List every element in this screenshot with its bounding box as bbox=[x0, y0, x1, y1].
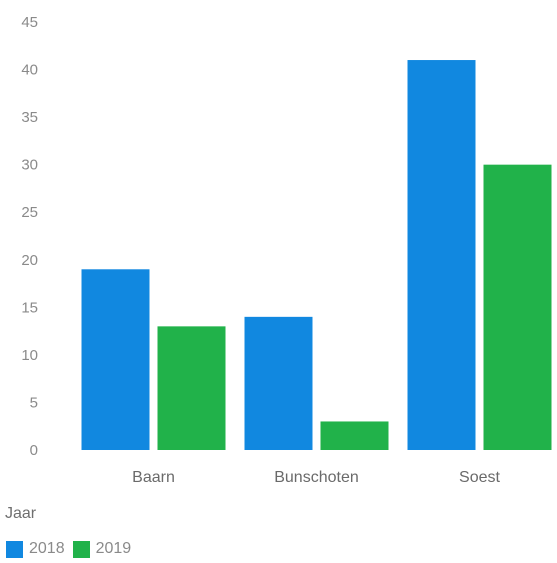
y-tick-label: 5 bbox=[30, 394, 38, 411]
y-tick-label: 30 bbox=[21, 157, 38, 174]
bar-soest-2019[interactable] bbox=[483, 164, 552, 450]
bars bbox=[81, 60, 552, 451]
legend-label-2019: 2019 bbox=[95, 540, 132, 557]
legend-title: Jaar bbox=[5, 505, 37, 522]
x-category-label: Soest bbox=[459, 469, 500, 486]
x-category-label: Bunschoten bbox=[274, 469, 359, 486]
bar-baarn-2018[interactable] bbox=[81, 269, 150, 450]
y-tick-label: 20 bbox=[21, 252, 38, 269]
legend-swatch-2018 bbox=[6, 540, 23, 558]
x-category-label: Baarn bbox=[132, 469, 175, 486]
y-tick-label: 15 bbox=[21, 299, 38, 316]
y-tick-label: 35 bbox=[21, 109, 38, 126]
y-tick-label: 10 bbox=[21, 347, 38, 364]
legend-item-2018[interactable]: 2018 bbox=[6, 540, 65, 558]
bar-bunschoten-2019[interactable] bbox=[320, 421, 389, 450]
y-tick-label: 25 bbox=[21, 204, 38, 221]
y-tick-label: 0 bbox=[30, 442, 38, 459]
bar-soest-2018[interactable] bbox=[407, 60, 476, 451]
x-axis-labels: Baarn Bunschoten Soest bbox=[132, 469, 500, 486]
bar-chart: 0 5 10 15 20 25 30 35 40 45 Baarn Bunschoten Soest bbox=[21, 14, 552, 486]
legend: 2018 2019 bbox=[6, 540, 139, 558]
legend-label-2018: 2018 bbox=[29, 540, 65, 557]
legend-item-2019[interactable]: 2019 bbox=[72, 540, 132, 558]
bar-bunschoten-2018[interactable] bbox=[244, 316, 313, 450]
y-axis-ticks: 0 5 10 15 20 25 30 35 40 45 bbox=[21, 14, 38, 459]
y-tick-label: 45 bbox=[21, 14, 38, 31]
bar-baarn-2019[interactable] bbox=[157, 326, 226, 450]
y-tick-label: 40 bbox=[21, 62, 38, 79]
legend-swatch-2019 bbox=[72, 540, 90, 558]
